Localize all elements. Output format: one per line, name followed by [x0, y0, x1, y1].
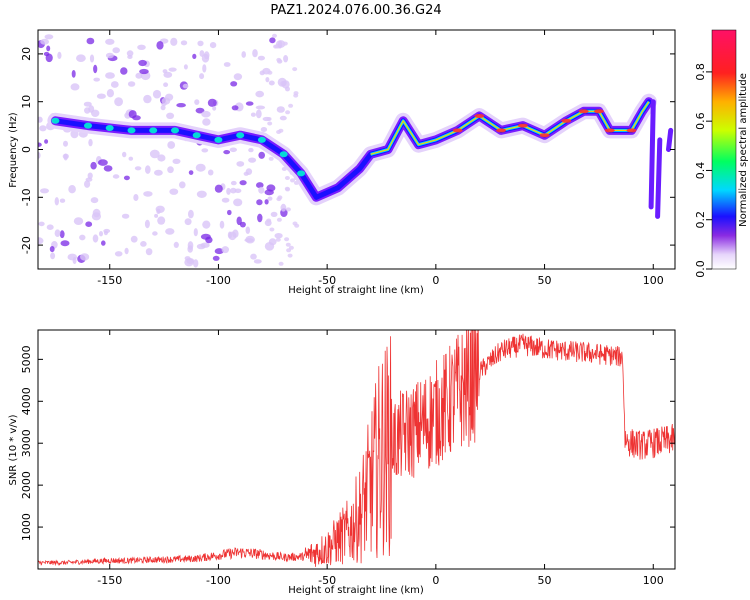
- x-tick-label: -150: [97, 574, 122, 587]
- x-tick-label: -50: [318, 274, 336, 287]
- colorbar: 0.0 0.2 0.4 0.6 0.8 Normalized spectral ampl…: [694, 29, 749, 278]
- x-tick-label: -150: [97, 274, 122, 287]
- colorbar-tick-label: 0.6: [694, 112, 707, 130]
- snr-series-line: [38, 330, 675, 567]
- snr-panel: -150 -100 -50 0 50 100 1000 2000 3000 4000 5000 H…: [8, 329, 676, 596]
- y-tick-label: 4000: [20, 387, 33, 415]
- colorbar-tick-label: 0.0: [694, 260, 707, 278]
- colorbar-tick-label: 0.4: [694, 162, 707, 180]
- colorbar-label: Normalized spectral amplitude: [738, 73, 749, 227]
- y-tick-label: 2000: [20, 471, 33, 499]
- colorbar-scale: [711, 29, 737, 270]
- colorbar-tick-label: 0.8: [694, 63, 707, 81]
- spectrogram-frame: [37, 29, 676, 270]
- snr-ylabel: SNR (10 * v/v): [8, 414, 19, 485]
- x-tick-label: 50: [538, 574, 552, 587]
- y-tick-label: 3000: [20, 429, 33, 457]
- y-tick-label: 10: [20, 95, 33, 109]
- spectral-ridge: [47, 93, 674, 219]
- snr-frame: [37, 329, 676, 570]
- y-tick-label: -20: [20, 236, 33, 254]
- y-tick-label: 20: [20, 47, 33, 61]
- x-tick-label: 0: [432, 574, 439, 587]
- x-tick-label: -100: [206, 274, 231, 287]
- y-tick-label: 1000: [20, 513, 33, 541]
- snr-xlabel: Height of straight line (km): [288, 585, 424, 596]
- spectrogram-xlabel: Height of straight line (km): [288, 285, 424, 296]
- spectral-noise: [38, 33, 300, 268]
- colorbar-tick-label: 0.2: [694, 211, 707, 229]
- y-tick-label: 5000: [20, 345, 33, 373]
- x-tick-label: -50: [318, 574, 336, 587]
- chart-title: PAZ1.2024.076.00.36.G24: [270, 3, 441, 18]
- y-tick-label: 0: [20, 146, 33, 153]
- x-tick-label: -100: [206, 574, 231, 587]
- spectrogram-ylabel: Frequency (Hz): [8, 112, 19, 188]
- x-tick-label: 0: [432, 274, 439, 287]
- x-tick-label: 100: [643, 274, 664, 287]
- y-tick-label: -10: [20, 188, 33, 206]
- x-tick-label: 100: [643, 574, 664, 587]
- x-tick-label: 50: [538, 274, 552, 287]
